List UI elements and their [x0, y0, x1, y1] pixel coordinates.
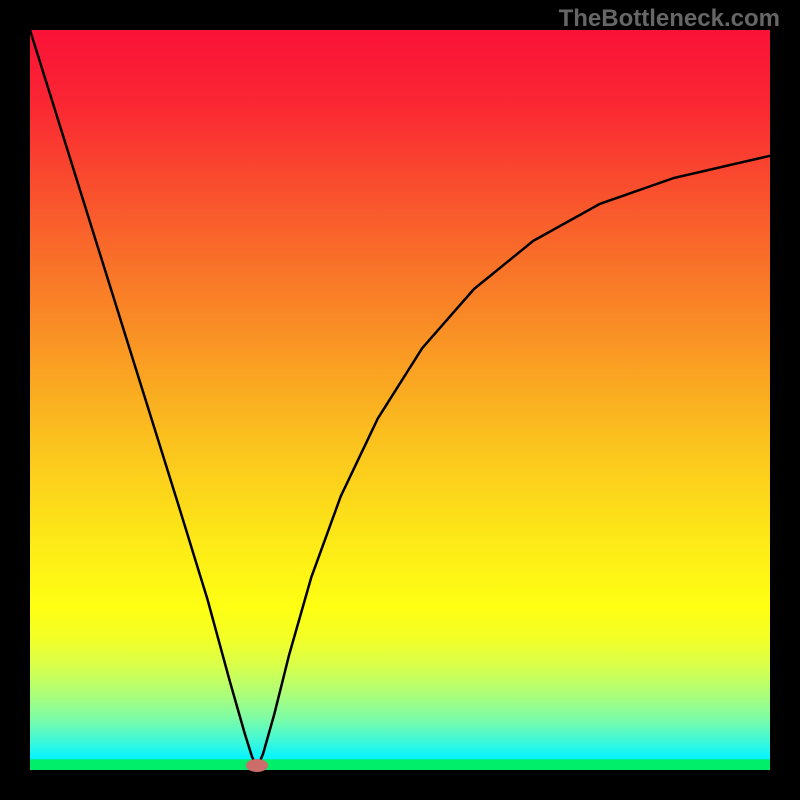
watermark-text: TheBottleneck.com: [559, 5, 780, 33]
chart-root: TheBottleneck.com: [0, 0, 800, 800]
bottleneck-curve: [30, 30, 770, 768]
curve-layer: [0, 0, 800, 800]
